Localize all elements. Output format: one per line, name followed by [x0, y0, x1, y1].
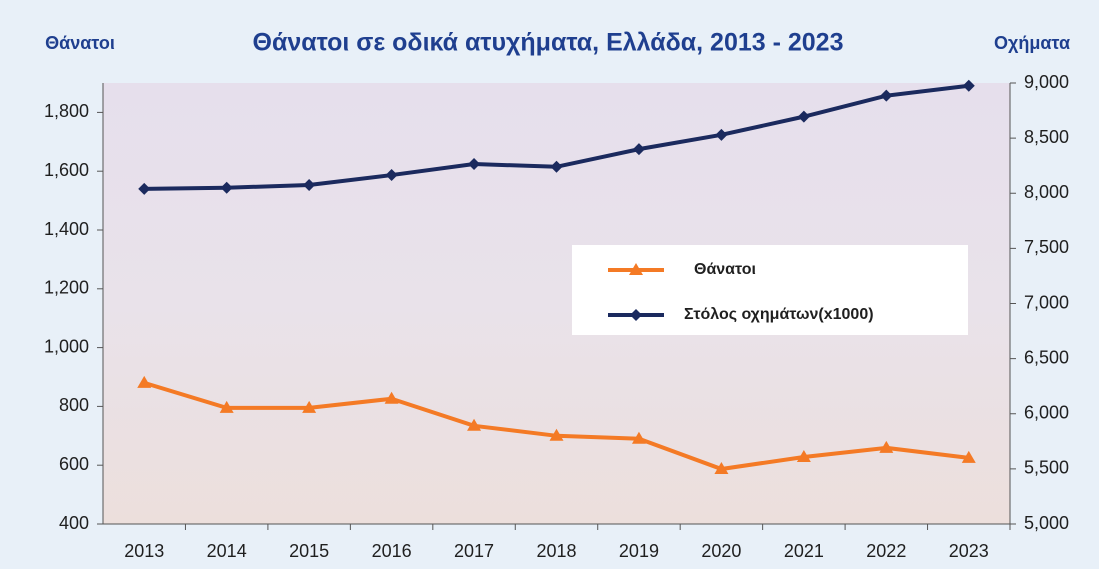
- x-tick-label: 2021: [784, 541, 824, 561]
- y2-tick-label: 9,000: [1024, 72, 1069, 92]
- y-tick-label: 600: [59, 454, 89, 474]
- y2-axis-title: Οχήματα: [994, 33, 1070, 53]
- y2-tick-label: 6,000: [1024, 403, 1069, 423]
- y-tick-label: 400: [59, 513, 89, 533]
- y2-tick-label: 7,500: [1024, 237, 1069, 257]
- x-tick-label: 2017: [454, 541, 494, 561]
- x-tick-label: 2019: [619, 541, 659, 561]
- x-tick-label: 2022: [866, 541, 906, 561]
- y2-tick-label: 6,500: [1024, 347, 1069, 367]
- y-tick-label: 1,800: [44, 101, 89, 121]
- chart: Θάνατοι σε οδικά ατυχήματα, Ελλάδα, 2013…: [0, 0, 1099, 569]
- y2-tick-label: 7,000: [1024, 292, 1069, 312]
- y-tick-label: 1,200: [44, 278, 89, 298]
- y-tick-label: 1,600: [44, 160, 89, 180]
- chart-title: Θάνατοι σε οδικά ατυχήματα, Ελλάδα, 2013…: [253, 29, 844, 57]
- x-tick-label: 2015: [289, 541, 329, 561]
- x-tick-label: 2014: [207, 541, 247, 561]
- y2-tick-label: 5,000: [1024, 513, 1069, 533]
- y-tick-label: 1,400: [44, 219, 89, 239]
- y2-tick-label: 5,500: [1024, 458, 1069, 478]
- y-tick-label: 800: [59, 395, 89, 415]
- y2-tick-label: 8,500: [1024, 127, 1069, 147]
- x-tick-label: 2020: [701, 541, 741, 561]
- x-tick-label: 2018: [536, 541, 576, 561]
- x-tick-label: 2013: [124, 541, 164, 561]
- x-tick-label: 2016: [372, 541, 412, 561]
- x-tick-label: 2023: [949, 541, 989, 561]
- y-axis-title: Θάνατοι: [45, 33, 115, 53]
- legend-label: Θάνατοι: [694, 261, 756, 278]
- y2-tick-label: 8,000: [1024, 182, 1069, 202]
- legend-label: Στόλος οχημάτων(x1000): [684, 306, 874, 323]
- y-tick-label: 1,000: [44, 336, 89, 356]
